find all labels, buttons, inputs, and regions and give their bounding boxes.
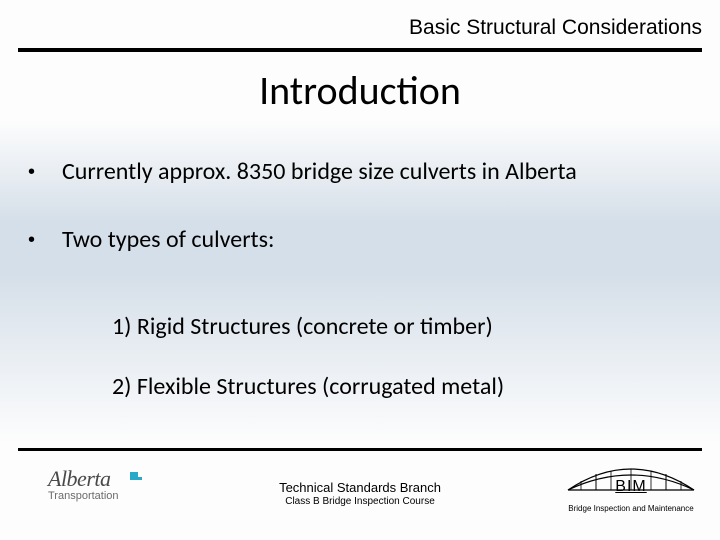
bim-logo: BIM Bridge Inspection and Maintenance xyxy=(566,460,696,520)
alberta-square-icon xyxy=(130,472,138,480)
header: Basic Structural Considerations xyxy=(0,0,720,52)
footer-rule xyxy=(18,448,702,451)
page-title: Introduction xyxy=(0,66,720,115)
header-text: Basic Structural Considerations xyxy=(409,16,702,40)
bim-label: BIM xyxy=(566,478,696,496)
bullet-2-text: Two types of culverts: xyxy=(62,226,274,254)
sub-item-1: 1) Rigid Structures (concrete or timber) xyxy=(112,312,493,341)
bullet-2: • Two types of culverts: xyxy=(28,226,700,254)
bim-subtitle: Bridge Inspection and Maintenance xyxy=(556,504,706,513)
sub-item-2: 2) Flexible Structures (corrugated metal… xyxy=(112,372,504,401)
header-rule xyxy=(18,48,702,52)
bullet-1: • Currently approx. 8350 bridge size cul… xyxy=(28,158,700,186)
bullet-marker: • xyxy=(28,226,62,254)
bullet-marker: • xyxy=(28,158,62,186)
bullet-1-text: Currently approx. 8350 bridge size culve… xyxy=(62,158,577,186)
